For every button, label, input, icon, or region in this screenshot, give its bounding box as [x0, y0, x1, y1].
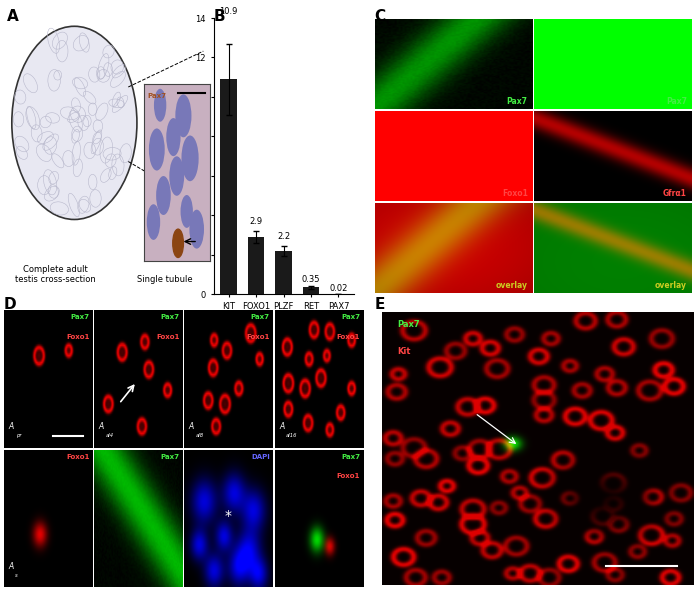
Text: Kit: Kit: [397, 347, 411, 356]
Text: 2.9: 2.9: [249, 217, 262, 226]
Text: Foxo1: Foxo1: [502, 189, 528, 198]
Text: 0.02: 0.02: [329, 284, 348, 293]
Ellipse shape: [12, 26, 137, 220]
Text: al16: al16: [286, 433, 297, 438]
Bar: [275, 251, 292, 294]
Text: overlay: overlay: [655, 281, 687, 290]
Bar: [220, 79, 237, 294]
Circle shape: [173, 229, 183, 257]
Text: Pax7: Pax7: [251, 314, 270, 320]
Text: Pax7: Pax7: [161, 454, 180, 460]
Circle shape: [190, 209, 204, 248]
Text: Pax7: Pax7: [161, 314, 180, 320]
Text: Foxo1: Foxo1: [337, 473, 360, 479]
Text: Pax7: Pax7: [341, 454, 360, 460]
Text: D: D: [4, 297, 16, 312]
Circle shape: [156, 176, 171, 215]
Circle shape: [169, 156, 184, 196]
Text: Pax7: Pax7: [148, 93, 167, 99]
Circle shape: [149, 128, 164, 170]
Text: 0.35: 0.35: [302, 275, 320, 284]
Text: Pax7: Pax7: [507, 97, 528, 106]
Text: Foxo1: Foxo1: [66, 454, 90, 460]
Text: A: A: [189, 422, 194, 431]
Text: 10.9: 10.9: [219, 7, 238, 16]
Text: E: E: [374, 297, 385, 312]
Circle shape: [147, 204, 160, 240]
Circle shape: [181, 136, 199, 181]
Circle shape: [167, 118, 181, 156]
Y-axis label: Positive cells per tubule (no.): Positive cells per tubule (no.): [183, 85, 193, 227]
Text: Foxo1: Foxo1: [156, 334, 180, 340]
Text: Foxo1: Foxo1: [246, 334, 270, 340]
Text: 2.2: 2.2: [277, 232, 290, 241]
Text: Pax7: Pax7: [397, 320, 420, 329]
Circle shape: [175, 94, 192, 137]
Circle shape: [154, 89, 167, 122]
Text: al4: al4: [106, 433, 114, 438]
Text: DAPI: DAPI: [251, 454, 270, 460]
Text: pr: pr: [15, 433, 21, 438]
Text: Pax7: Pax7: [341, 314, 360, 320]
Text: Pax7: Pax7: [666, 97, 687, 106]
Text: A: A: [8, 562, 14, 571]
Text: Foxo1: Foxo1: [66, 334, 90, 340]
Text: A: A: [7, 9, 19, 24]
Text: s: s: [15, 573, 18, 578]
Circle shape: [181, 195, 193, 228]
Text: A: A: [99, 422, 104, 431]
Text: Complete adult
testis cross-section: Complete adult testis cross-section: [15, 265, 95, 284]
Text: A: A: [8, 422, 14, 431]
Text: al8: al8: [196, 433, 204, 438]
Text: Single tubule: Single tubule: [137, 275, 193, 284]
Text: C: C: [374, 9, 386, 24]
Text: overlay: overlay: [496, 281, 528, 290]
Bar: [302, 287, 319, 294]
Text: A: A: [279, 422, 284, 431]
Text: Gfrα1: Gfrα1: [663, 189, 687, 198]
Text: Foxo1: Foxo1: [337, 334, 360, 340]
Text: Pax7: Pax7: [71, 314, 90, 320]
Bar: [248, 237, 265, 294]
Text: *: *: [225, 509, 232, 523]
Text: B: B: [214, 9, 225, 24]
